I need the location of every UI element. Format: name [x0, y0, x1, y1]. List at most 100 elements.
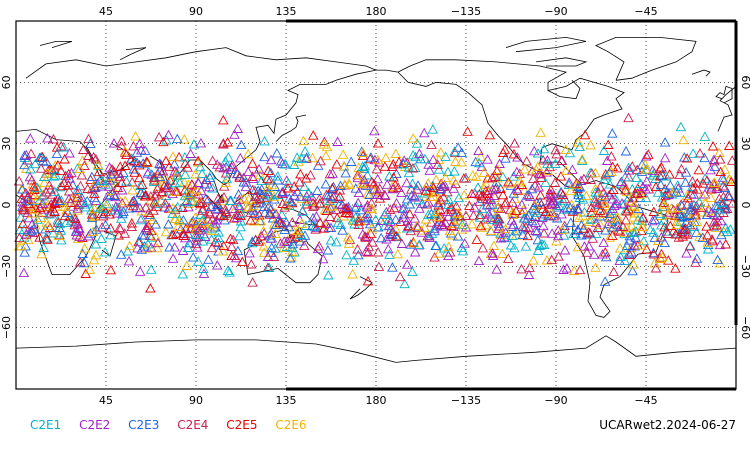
observation-marker — [132, 242, 143, 253]
legend-item-c2e2: C2E2 — [79, 418, 111, 432]
observation-marker — [681, 153, 693, 163]
observation-marker — [200, 193, 211, 204]
observation-marker — [247, 171, 258, 181]
observation-marker — [40, 232, 51, 243]
observation-marker — [55, 140, 67, 151]
observation-marker — [396, 238, 408, 248]
observation-marker — [523, 222, 535, 233]
observation-marker — [258, 241, 270, 251]
observation-marker — [457, 245, 469, 256]
observation-marker — [503, 253, 514, 263]
observation-marker — [487, 184, 499, 194]
observation-marker — [139, 145, 151, 155]
observation-marker — [372, 221, 384, 232]
observation-marker — [685, 209, 696, 219]
observation-marker — [372, 138, 384, 148]
observation-marker — [119, 228, 131, 238]
observation-marker — [585, 174, 596, 184]
observation-marker — [713, 204, 725, 214]
coastline — [595, 37, 697, 81]
observation-marker — [680, 177, 691, 187]
observation-marker — [718, 174, 729, 185]
observation-marker — [724, 191, 735, 202]
observation-marker — [325, 235, 337, 245]
observation-marker — [469, 202, 480, 212]
observation-marker — [148, 205, 159, 215]
observation-marker — [206, 225, 217, 236]
observation-marker — [188, 186, 199, 197]
observation-marker — [42, 220, 54, 231]
observation-marker — [624, 230, 636, 241]
observation-marker — [527, 165, 538, 176]
observation-marker — [362, 246, 374, 257]
observation-marker — [705, 164, 716, 175]
observation-marker — [578, 173, 590, 184]
observation-marker — [299, 230, 311, 240]
observation-marker — [636, 166, 648, 176]
observation-marker — [368, 184, 379, 194]
observation-marker — [89, 203, 100, 214]
observation-marker — [72, 205, 83, 215]
observation-marker — [148, 172, 160, 182]
observation-marker — [423, 197, 434, 207]
observation-marker — [535, 127, 546, 137]
observation-marker — [213, 232, 224, 242]
observation-marker — [697, 178, 709, 188]
observation-marker — [160, 226, 172, 237]
observation-marker — [301, 191, 313, 201]
observation-marker — [202, 194, 214, 205]
observation-marker — [624, 249, 635, 259]
observation-marker — [432, 159, 443, 169]
observation-marker — [143, 207, 155, 217]
observation-marker — [699, 131, 711, 141]
observation-marker — [226, 161, 238, 172]
observation-marker — [519, 164, 531, 174]
observation-marker — [456, 219, 468, 229]
observation-marker — [674, 169, 685, 179]
observation-marker — [484, 129, 496, 140]
legend-item-c2e1: C2E1 — [30, 418, 62, 432]
observation-marker — [556, 187, 567, 198]
observation-marker — [321, 141, 333, 152]
observation-marker — [347, 214, 359, 225]
lon-tick-label-bottom: −90 — [544, 394, 567, 407]
observation-marker — [586, 207, 597, 217]
observation-marker — [287, 238, 299, 249]
observation-marker — [123, 255, 135, 266]
observation-marker — [328, 191, 339, 202]
observation-marker — [246, 258, 257, 269]
observation-marker — [218, 139, 229, 149]
observation-marker — [697, 232, 708, 242]
observation-marker — [124, 240, 135, 251]
observation-marker — [538, 220, 549, 231]
observation-marker — [272, 171, 283, 181]
observation-marker — [550, 144, 561, 155]
observation-marker — [129, 155, 140, 166]
observation-marker — [516, 263, 527, 274]
observation-marker — [443, 199, 454, 209]
observation-marker — [312, 185, 323, 195]
observation-marker — [23, 212, 35, 223]
observation-marker — [63, 168, 74, 179]
observation-marker — [148, 175, 160, 185]
observation-marker — [665, 179, 676, 190]
observation-marker — [382, 243, 394, 254]
lat-tick-label-left: 30 — [0, 137, 13, 151]
observation-marker — [362, 275, 374, 286]
observation-marker — [232, 123, 244, 133]
observation-marker — [270, 208, 282, 219]
observation-marker — [169, 158, 180, 169]
observation-marker — [152, 181, 164, 192]
observation-marker — [452, 214, 464, 225]
observation-marker — [87, 226, 99, 237]
observation-marker — [232, 209, 243, 219]
observation-marker — [545, 210, 557, 220]
observation-marker — [299, 181, 310, 192]
observation-marker — [129, 167, 140, 177]
observation-marker — [718, 207, 729, 217]
observation-marker — [576, 219, 587, 230]
observation-marker — [196, 217, 208, 227]
observation-marker — [719, 164, 731, 174]
observation-marker — [359, 174, 370, 185]
observation-marker — [72, 203, 83, 213]
